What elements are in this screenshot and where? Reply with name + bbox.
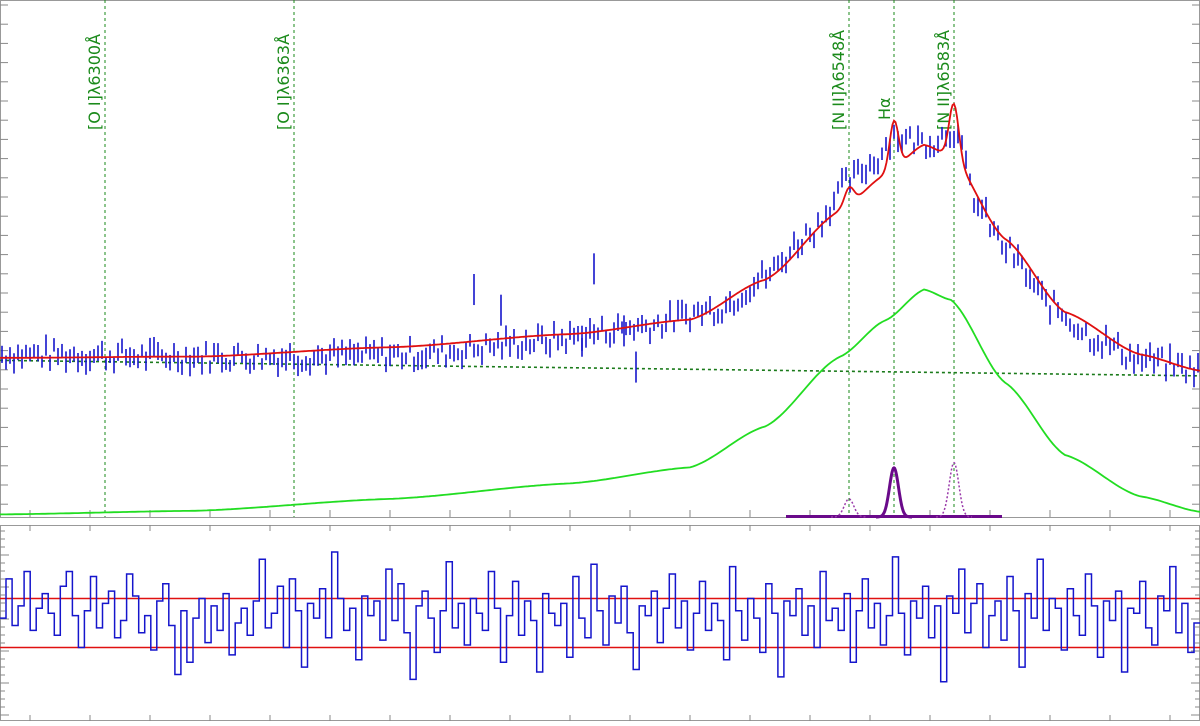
line-marker-label: [N II]λ6548Å: [829, 30, 848, 130]
line-marker-label: Hα: [875, 97, 894, 120]
narrow-component-line: [831, 498, 867, 518]
model-fit-line: [0, 102, 1200, 372]
line-marker-label: [O I]λ6363Å: [274, 34, 293, 130]
broad-component-line: [0, 288, 1200, 516]
residual-step-line: [0, 551, 1200, 683]
line-marker-label: [O I]λ6300Å: [85, 34, 104, 130]
line-marker-label: [N II]λ6583Å: [934, 30, 953, 130]
top-panel-frame: [0, 0, 1200, 518]
observed-spectrum: [1, 124, 1199, 388]
narrow-component-line: [876, 466, 912, 519]
continuum-line: [0, 359, 1200, 377]
narrow-component-line: [935, 461, 973, 518]
